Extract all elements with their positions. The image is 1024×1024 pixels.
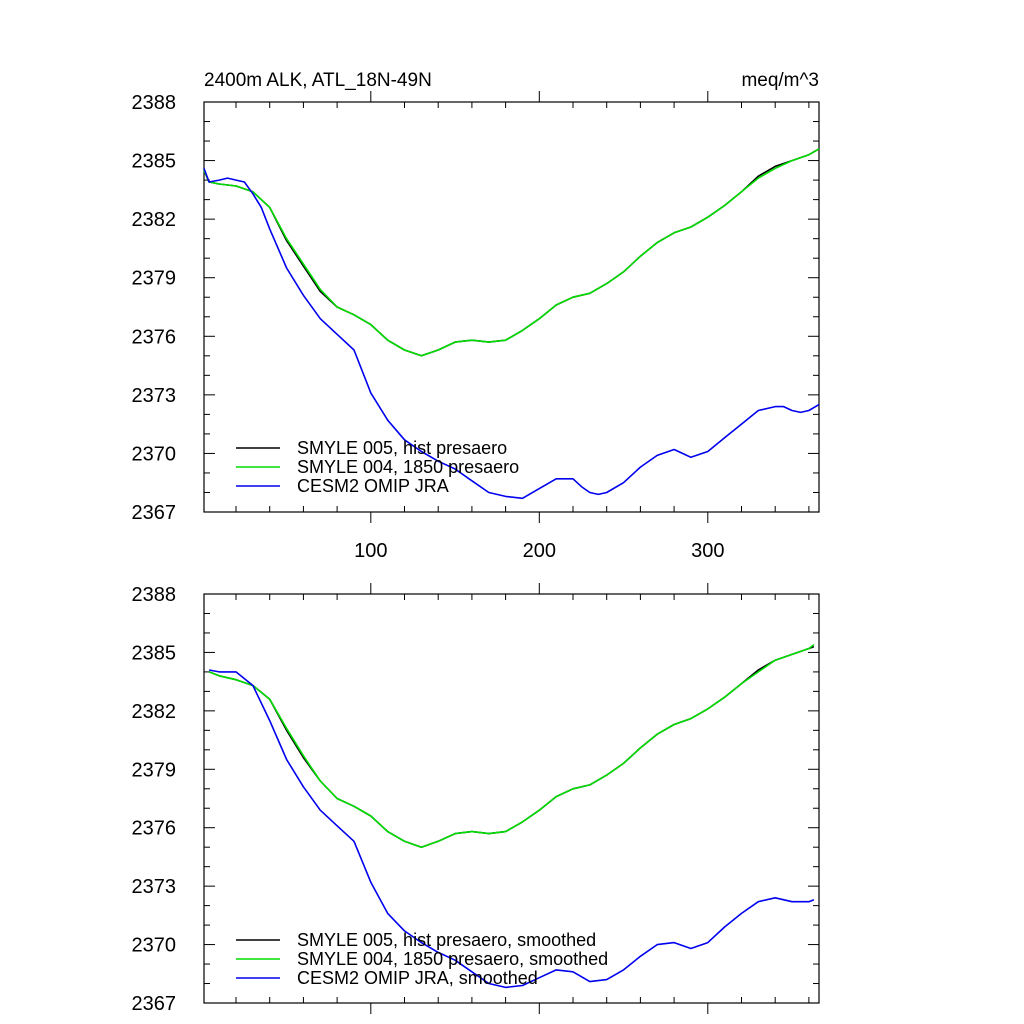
series-line-smyle-005-hist-presaero-smoothed [208,645,815,848]
legend-label: SMYLE 005, hist presaero [297,438,507,458]
legend-label: CESM2 OMIP JRA, smoothed [297,968,538,988]
series-line-smyle-004-1850-presaero [203,148,820,357]
series-line-cesm2-omip-jra [203,168,820,500]
bottom-panel: 2367 2370 2373 2376 2379 2382 2385 2388 SMYLE 00… [132,583,820,1015]
top-panel: 2367 2370 2373 2376 2379 2382 2385 2388 100 200 30… [132,70,820,562]
y-tick-label: 2382 [132,209,177,231]
y-tick-label: 2370 [132,443,177,465]
plot-frame [203,593,820,1004]
y-tick-label: 2367 [132,993,177,1015]
y-tick-label: 2385 [132,642,177,664]
series-line-smyle-004-1850-presaero-smoothed [208,643,815,848]
legend-label: SMYLE 005, hist presaero, smoothed [297,930,596,950]
x-tick-label: 300 [691,540,724,562]
legend-label: CESM2 OMIP JRA [297,476,449,496]
y-tick-label: 2388 [132,584,177,606]
plot-frame [203,101,820,513]
legend-label: SMYLE 004, 1850 presaero, smoothed [297,949,608,969]
legend-label: SMYLE 004, 1850 presaero [297,457,519,477]
y-tick-label: 2379 [132,759,177,781]
y-tick-label: 2373 [132,385,177,407]
y-tick-label: 2379 [132,268,177,290]
y-tick-label: 2388 [132,92,177,114]
legend: SMYLE 005, hist presaero, smoothedSMYLE … [236,930,608,988]
series-line-cesm2-omip-jra-smoothed [208,669,815,989]
y-tick-label: 2376 [132,818,177,840]
y-tick-label: 2370 [132,935,177,957]
x-tick-label: 100 [354,540,387,562]
x-tick-label: 200 [523,540,556,562]
chart-title: 2400m ALK, ATL_18N-49N [204,70,432,91]
y-tick-label: 2376 [132,326,177,348]
y-tick-label: 2385 [132,151,177,173]
y-tick-label: 2373 [132,876,177,898]
y-tick-label: 2382 [132,701,177,723]
y-tick-label: 2367 [132,502,177,524]
units-label: meq/m^3 [741,70,819,91]
